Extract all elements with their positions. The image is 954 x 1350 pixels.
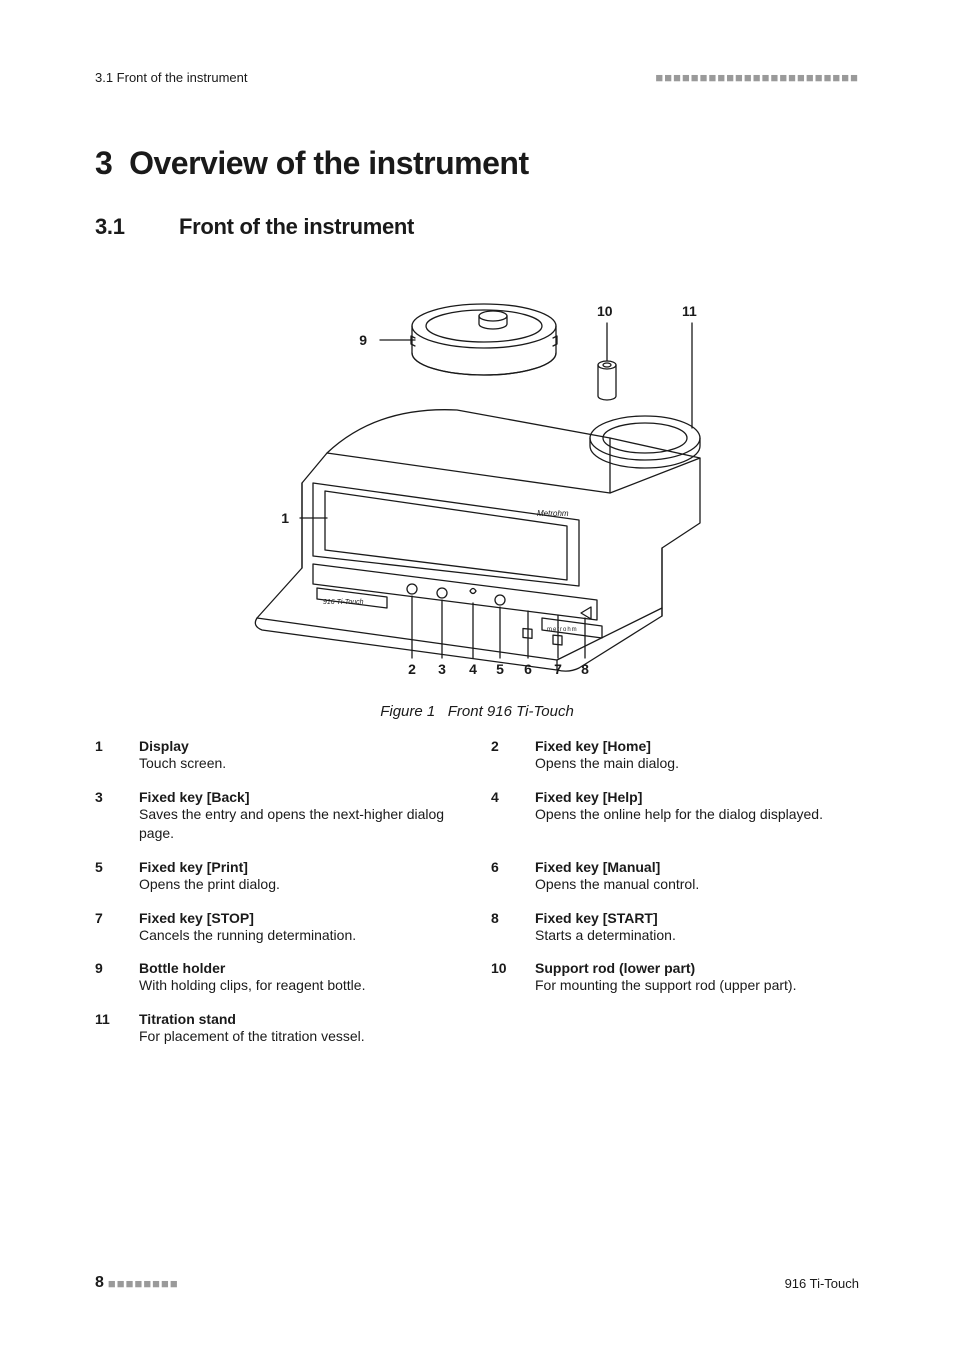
legend-body: Fixed key [Manual]Opens the manual contr… [535, 859, 859, 894]
legend-item: 1DisplayTouch screen. [95, 738, 463, 773]
legend-term: Titration stand [139, 1011, 463, 1027]
legend-number: 7 [95, 910, 139, 945]
svg-text:Metrohm: Metrohm [537, 509, 569, 518]
svg-text:916 Ti-Touch: 916 Ti-Touch [323, 599, 364, 606]
legend-item: 2Fixed key [Home]Opens the main dialog. [491, 738, 859, 773]
legend-number: 8 [491, 910, 535, 945]
svg-text:11: 11 [682, 303, 697, 319]
legend-body: Bottle holderWith holding clips, for rea… [139, 960, 463, 995]
legend-item: 6Fixed key [Manual]Opens the manual cont… [491, 859, 859, 894]
legend-item: 7Fixed key [STOP]Cancels the running det… [95, 910, 463, 945]
page-footer: 8 ■■■■■■■■ 916 Ti-Touch [95, 1274, 859, 1292]
legend-item: 4Fixed key [Help]Opens the online help f… [491, 789, 859, 843]
header-section-path: 3.1 Front of the instrument [95, 70, 247, 85]
legend-number: 6 [491, 859, 535, 894]
svg-text:10: 10 [597, 303, 613, 319]
chapter-number: 3 [95, 145, 112, 181]
legend-description: For placement of the titration vessel. [139, 1027, 463, 1046]
legend-description: For mounting the support rod (upper part… [535, 976, 859, 995]
legend-description: Cancels the running determination. [139, 926, 463, 945]
figure-instrument-front: Metrohm 916 Ti-Touch metrohm [95, 268, 859, 693]
legend-number: 11 [95, 1011, 139, 1046]
legend-description: Opens the manual control. [535, 875, 859, 894]
legend-item: 3Fixed key [Back]Saves the entry and ope… [95, 789, 463, 843]
legend-term: Support rod (lower part) [535, 960, 859, 976]
svg-text:8: 8 [581, 661, 589, 677]
figure-caption-prefix: Figure 1 [380, 703, 435, 720]
legend-description: Touch screen. [139, 754, 463, 773]
legend-number: 9 [95, 960, 139, 995]
legend-body: Fixed key [Home]Opens the main dialog. [535, 738, 859, 773]
legend-term: Fixed key [Home] [535, 738, 859, 754]
section-title: 3.1Front of the instrument [95, 214, 859, 240]
section-text: Front of the instrument [179, 214, 414, 239]
legend-number: 2 [491, 738, 535, 773]
legend-body: Titration standFor placement of the titr… [139, 1011, 463, 1046]
section-number: 3.1 [95, 214, 179, 240]
legend-item: 9Bottle holderWith holding clips, for re… [95, 960, 463, 995]
svg-text:2: 2 [408, 661, 416, 677]
legend-item: 10Support rod (lower part)For mounting t… [491, 960, 859, 995]
instrument-diagram: Metrohm 916 Ti-Touch metrohm [197, 268, 757, 688]
legend-term: Display [139, 738, 463, 754]
legend-body: Fixed key [Help]Opens the online help fo… [535, 789, 859, 843]
legend-term: Fixed key [START] [535, 910, 859, 926]
legend-item: 11Titration standFor placement of the ti… [95, 1011, 463, 1046]
page-header: 3.1 Front of the instrument ■■■■■■■■■■■■… [95, 70, 859, 85]
legend-description: Starts a determination. [535, 926, 859, 945]
legend-number: 3 [95, 789, 139, 843]
legend-body: Fixed key [STOP]Cancels the running dete… [139, 910, 463, 945]
legend-description: Opens the print dialog. [139, 875, 463, 894]
legend-item: 5Fixed key [Print]Opens the print dialog… [95, 859, 463, 894]
svg-text:1: 1 [281, 510, 289, 526]
svg-text:9: 9 [359, 332, 367, 348]
legend-body: Fixed key [Print]Opens the print dialog. [139, 859, 463, 894]
legend-term: Fixed key [Print] [139, 859, 463, 875]
legend-number: 1 [95, 738, 139, 773]
svg-text:7: 7 [554, 661, 562, 677]
legend-number: 4 [491, 789, 535, 843]
footer-product: 916 Ti-Touch [785, 1276, 859, 1291]
page-number: 8 [95, 1274, 104, 1292]
footer-dash-ornament: ■■■■■■■■ [108, 1276, 179, 1291]
figure-caption-text: Front 916 Ti-Touch [448, 703, 574, 720]
legend-body: Support rod (lower part)For mounting the… [535, 960, 859, 995]
legend-term: Fixed key [Help] [535, 789, 859, 805]
chapter-text: Overview of the instrument [129, 145, 529, 181]
legend-term: Fixed key [Manual] [535, 859, 859, 875]
svg-text:metrohm: metrohm [547, 627, 578, 633]
legend-body: Fixed key [Back]Saves the entry and open… [139, 789, 463, 843]
legend-body: Fixed key [START]Starts a determination. [535, 910, 859, 945]
legend-description: Opens the online help for the dialog dis… [535, 805, 859, 824]
figure-legend: 1DisplayTouch screen.2Fixed key [Home]Op… [95, 738, 859, 1046]
legend-description: With holding clips, for reagent bottle. [139, 976, 463, 995]
legend-description: Saves the entry and opens the next-highe… [139, 805, 463, 843]
legend-term: Bottle holder [139, 960, 463, 976]
figure-caption: Figure 1 Front 916 Ti-Touch [95, 703, 859, 720]
svg-text:4: 4 [469, 661, 477, 677]
legend-number: 5 [95, 859, 139, 894]
header-dash-ornament: ■■■■■■■■■■■■■■■■■■■■■■■ [655, 70, 859, 85]
legend-description: Opens the main dialog. [535, 754, 859, 773]
svg-text:6: 6 [524, 661, 532, 677]
legend-item: 8Fixed key [START]Starts a determination… [491, 910, 859, 945]
legend-term: Fixed key [STOP] [139, 910, 463, 926]
legend-number: 10 [491, 960, 535, 995]
legend-term: Fixed key [Back] [139, 789, 463, 805]
chapter-title: 3 Overview of the instrument [95, 145, 859, 182]
svg-text:3: 3 [438, 661, 446, 677]
legend-body: DisplayTouch screen. [139, 738, 463, 773]
svg-text:5: 5 [496, 661, 504, 677]
